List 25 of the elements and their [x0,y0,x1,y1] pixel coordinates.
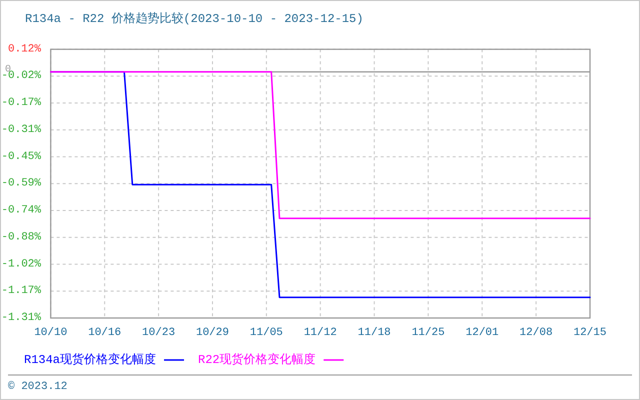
y-tick-label: -0.88% [1,231,42,244]
x-tick-label: 11/12 [304,327,337,339]
x-tick-label: 10/10 [34,327,68,339]
x-tick-label: 12/15 [573,327,607,339]
y-tick-label: -1.17% [1,285,42,298]
y-tick-label: -0.17% [1,97,42,110]
x-tick-label: 10/29 [196,327,229,339]
y-tick-label: -0.31% [1,124,42,136]
text: © 2023.12 [8,381,68,393]
y-tick-label: -0.59% [1,178,42,190]
y-tick-label: -0.45% [1,150,42,163]
legend-label: R22现货价格变化幅度 [198,352,316,367]
x-tick-label: 11/25 [412,327,445,339]
x-tick-label: 12/08 [520,327,553,339]
x-tick-label: 11/18 [358,327,391,339]
y-tick-label: -1.31% [1,312,42,324]
chart-title: R134a - R22 价格趋势比较(2023-10-10 - 2023-12-15) [25,12,364,26]
legend-label: R134a现货价格变化幅度 [24,352,156,367]
y-tick-label: -1.02% [1,258,42,270]
x-tick-label: 10/23 [142,327,176,339]
x-tick-label: 12/01 [466,327,500,339]
y-tick-label: -0.74% [1,204,42,217]
x-tick-label: 11/05 [250,327,283,339]
x-tick-label: 10/16 [88,327,122,339]
y-tick-label: 0.12% [8,43,42,56]
